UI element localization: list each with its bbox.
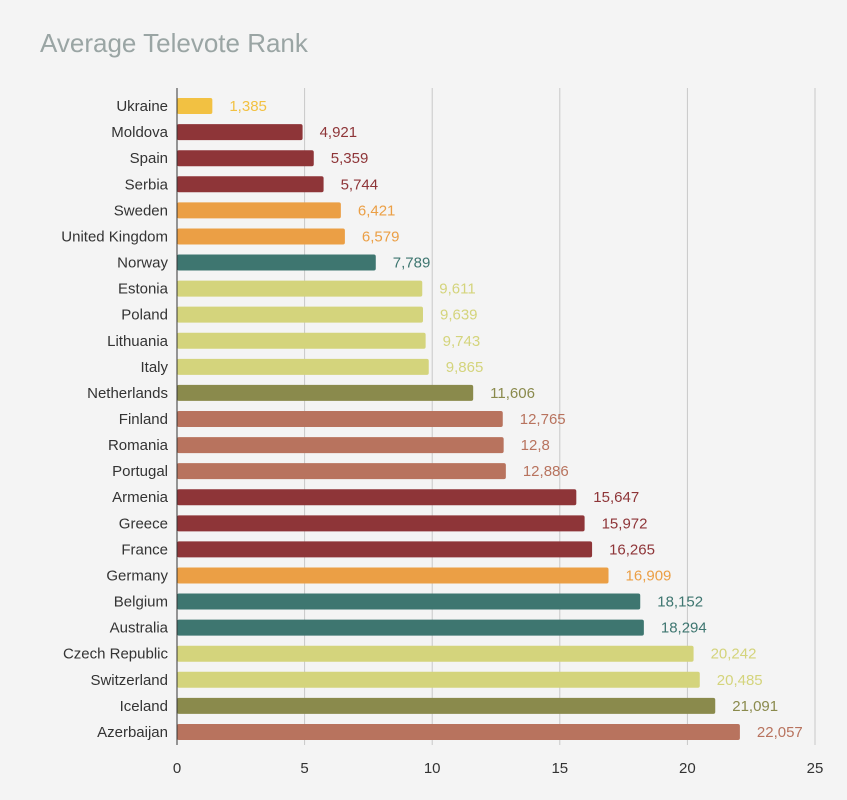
category-label: Belgium xyxy=(114,594,168,611)
bar xyxy=(177,176,324,193)
bar xyxy=(177,228,345,245)
x-tick-label: 15 xyxy=(551,760,568,777)
data-label: 20,485 xyxy=(717,672,763,689)
data-label: 18,152 xyxy=(657,594,703,611)
bar xyxy=(177,593,641,610)
bar xyxy=(177,437,504,454)
x-tick-label: 25 xyxy=(807,760,824,777)
category-label: Romania xyxy=(108,437,169,454)
bar xyxy=(177,697,716,714)
category-label: Sweden xyxy=(114,202,168,219)
category-label: Spain xyxy=(130,150,168,167)
category-label: Azerbaijan xyxy=(97,724,168,741)
category-label: Iceland xyxy=(120,698,168,715)
data-label: 12,886 xyxy=(523,463,569,480)
data-label: 4,921 xyxy=(320,124,358,141)
bar xyxy=(177,489,577,506)
x-tick-label: 20 xyxy=(679,760,696,777)
x-tick-label: 10 xyxy=(424,760,441,777)
data-label: 5,744 xyxy=(341,176,379,193)
data-label: 15,647 xyxy=(593,489,639,506)
bars xyxy=(177,98,740,740)
category-label: Estonia xyxy=(118,281,169,298)
data-label: 6,579 xyxy=(362,228,400,245)
bar xyxy=(177,150,314,167)
data-label: 7,789 xyxy=(393,255,431,272)
category-label: Poland xyxy=(121,307,168,324)
bar xyxy=(177,98,213,115)
axes: 0 5 10 15 20 25 Ukraine 1,385 Moldova 4,921 Spain 5… xyxy=(61,88,823,777)
x-tick-label: 5 xyxy=(300,760,308,777)
bar xyxy=(177,723,740,740)
bar xyxy=(177,645,694,662)
data-label: 12,765 xyxy=(520,411,566,428)
category-label: France xyxy=(121,541,168,558)
data-label: 9,743 xyxy=(443,333,481,350)
data-label: 5,359 xyxy=(331,150,369,167)
data-label: 21,091 xyxy=(732,698,778,715)
data-label: 12,8 xyxy=(521,437,550,454)
data-label: 1,385 xyxy=(229,98,267,115)
category-label: Moldova xyxy=(111,124,168,141)
bar xyxy=(177,254,376,271)
category-label: United Kingdom xyxy=(61,228,168,245)
category-label: Serbia xyxy=(125,176,169,193)
category-label: Greece xyxy=(119,515,168,532)
bar xyxy=(177,541,593,558)
category-label: Netherlands xyxy=(87,385,168,402)
category-label: Norway xyxy=(117,255,168,272)
chart-title: Average Televote Rank xyxy=(40,28,308,58)
category-label: Portugal xyxy=(112,463,168,480)
category-label: Finland xyxy=(119,411,168,428)
category-label: Lithuania xyxy=(107,333,169,350)
data-label: 20,242 xyxy=(711,646,757,663)
bar xyxy=(177,671,700,688)
bar xyxy=(177,124,303,141)
bar xyxy=(177,358,429,375)
category-label: Italy xyxy=(140,359,168,376)
category-label: Switzerland xyxy=(90,672,168,689)
bar xyxy=(177,332,426,349)
data-label: 11,606 xyxy=(490,385,535,402)
data-label: 6,421 xyxy=(358,202,396,219)
bar xyxy=(177,202,341,219)
data-label: 16,265 xyxy=(609,541,655,558)
bar xyxy=(177,306,423,323)
data-label: 9,865 xyxy=(446,359,484,376)
category-label: Germany xyxy=(106,567,168,584)
bar xyxy=(177,411,503,427)
data-label: 16,909 xyxy=(626,567,672,584)
x-tick-label: 0 xyxy=(173,760,181,777)
bar xyxy=(177,619,644,636)
bar xyxy=(177,384,474,401)
data-label: 22,057 xyxy=(757,724,803,741)
data-label: 15,972 xyxy=(602,515,648,532)
data-label: 18,294 xyxy=(661,620,707,637)
data-label: 9,639 xyxy=(440,307,478,324)
category-label: Czech Republic xyxy=(63,646,169,663)
category-label: Ukraine xyxy=(116,98,168,115)
category-label: Australia xyxy=(110,620,169,637)
bar xyxy=(177,567,609,584)
bar xyxy=(177,515,585,532)
data-label: 9,611 xyxy=(439,281,475,298)
category-label: Armenia xyxy=(112,489,169,506)
bar xyxy=(177,463,506,480)
bar xyxy=(177,280,423,297)
